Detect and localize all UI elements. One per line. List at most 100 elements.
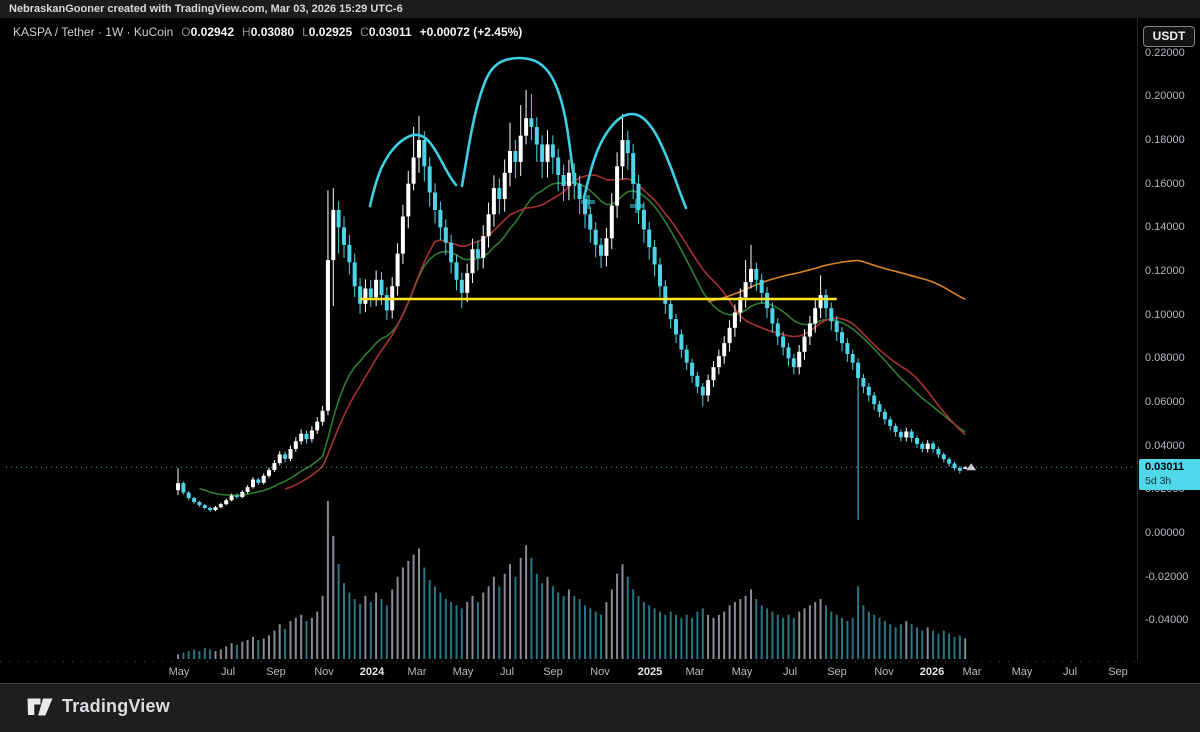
volume-bar	[391, 589, 394, 659]
candle-down	[352, 262, 357, 287]
volume-bar	[380, 599, 383, 659]
candle-down	[840, 332, 844, 344]
volume-bar	[803, 608, 806, 659]
attribution-text: NebraskanGooner created with TradingView…	[9, 3, 403, 15]
candle-down	[593, 229, 598, 245]
candle-down	[422, 140, 427, 167]
volume-bar	[401, 567, 404, 659]
candle-down	[497, 188, 502, 199]
candle-down	[931, 443, 936, 449]
candle-down	[342, 227, 346, 245]
candle-down	[834, 321, 839, 333]
candles	[176, 89, 968, 520]
volume-bar	[514, 576, 517, 659]
footer-bar: TradingView	[0, 683, 1200, 732]
volume-bar	[755, 599, 758, 659]
drawing-anchor-cross[interactable]	[581, 195, 595, 209]
candle-up	[749, 268, 753, 282]
candle-down	[208, 507, 213, 511]
volume-bar	[825, 605, 827, 659]
volume-bar	[792, 617, 795, 659]
hs-pattern-drawing[interactable]	[368, 56, 688, 213]
volume-bar	[407, 561, 410, 659]
candle-up	[374, 279, 379, 298]
price-tick: -0.02000	[1145, 570, 1189, 583]
volume-bar	[567, 589, 570, 659]
price-tick: 0.20000	[1145, 90, 1185, 103]
candle-down	[888, 419, 893, 426]
price-axis[interactable]: USDT 0.22000 0.20000 0.18000 0.16000 0.14000…	[1137, 18, 1200, 661]
volume-bar	[760, 605, 763, 659]
last-price-label: 0.03011 5d 3h	[1139, 459, 1200, 491]
volume-bar	[268, 635, 270, 659]
volume-bar	[294, 617, 297, 659]
currency-toggle-button[interactable]: USDT	[1143, 26, 1195, 47]
candle-down	[433, 192, 437, 210]
ma-line-ema21[interactable]	[199, 181, 966, 497]
candle-down	[947, 459, 952, 464]
candle-up	[508, 151, 512, 173]
volume-bar	[396, 576, 399, 659]
candle-down	[861, 378, 866, 387]
candle-down	[192, 498, 197, 502]
candle-up	[743, 282, 748, 298]
volume-bar	[851, 617, 854, 659]
volume-bar	[626, 576, 629, 659]
candle-down	[845, 343, 850, 354]
candle-up	[813, 308, 818, 324]
time-label-month: May	[1011, 666, 1033, 678]
candle-up	[213, 507, 218, 510]
volume-bar	[203, 647, 206, 659]
time-label-month: May	[452, 666, 474, 678]
time-label-month: Sep	[266, 666, 286, 678]
volume-bar	[535, 573, 538, 659]
candle-down	[700, 386, 705, 396]
candle-down	[304, 433, 309, 440]
candle-down	[652, 247, 657, 265]
ma-line-sma21[interactable]	[284, 174, 966, 490]
hs-arc[interactable]	[582, 112, 688, 210]
time-label-month: Sep	[543, 666, 563, 678]
candle-down	[641, 209, 646, 230]
volume-bar	[353, 599, 356, 659]
candle-down	[197, 502, 202, 506]
candle-up	[288, 449, 293, 459]
volume-bar	[492, 576, 495, 659]
candle-down	[952, 463, 957, 468]
volume-bar	[787, 614, 790, 659]
volume-bar	[910, 624, 913, 659]
last-price-marker	[966, 463, 977, 471]
candle-down	[658, 264, 662, 287]
volume-bar	[326, 501, 329, 659]
candle-down	[829, 308, 834, 322]
candle-down	[588, 214, 593, 230]
time-label-month: Jul	[499, 666, 515, 678]
volume-bar	[225, 646, 228, 659]
candle-down	[283, 454, 288, 459]
volume-bar	[503, 573, 506, 659]
candle-down	[663, 286, 668, 304]
volume-bar	[187, 651, 190, 659]
price-tick: 0.04000	[1145, 439, 1185, 452]
time-label-year: 2026	[919, 666, 945, 678]
candle-up	[738, 297, 743, 313]
time-label-month: Nov	[590, 666, 610, 678]
candle-up	[609, 205, 614, 239]
hs-arc[interactable]	[460, 56, 577, 188]
volume-bar	[808, 605, 811, 659]
tradingview-logo[interactable]: TradingView	[27, 696, 170, 717]
candle-down	[754, 268, 759, 280]
candle-down	[336, 209, 341, 228]
volume-bar	[846, 621, 849, 659]
hs-arc[interactable]	[368, 133, 458, 208]
candle-up	[904, 431, 909, 438]
candle-up	[176, 483, 180, 491]
candle-down	[625, 140, 630, 154]
price-tick: 0.16000	[1145, 177, 1185, 190]
time-axis[interactable]: May Jul Sep Nov 2024 Mar May Jul Sep Nov 2025 Mar Ma…	[0, 661, 1137, 683]
volume-bar	[519, 557, 522, 659]
volume-bar	[926, 627, 929, 659]
drawing-anchor-cross[interactable]	[630, 199, 644, 213]
candle-down	[791, 358, 796, 368]
